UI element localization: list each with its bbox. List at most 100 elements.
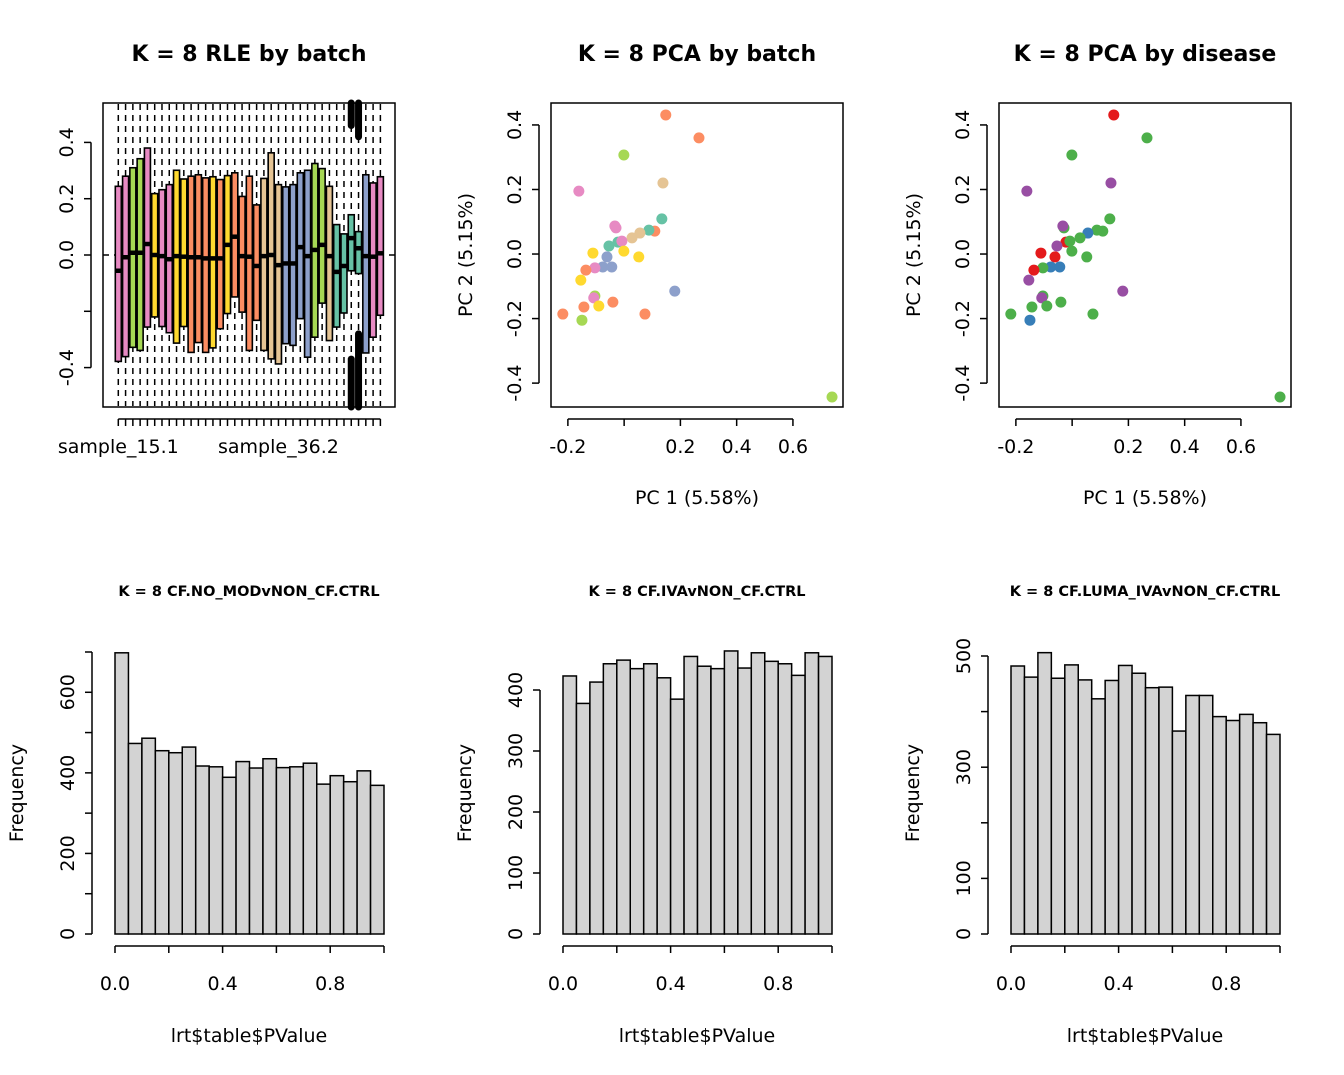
data-point xyxy=(1026,301,1038,313)
data-point xyxy=(1091,224,1103,236)
y-tick-label: 0.4 xyxy=(56,127,78,157)
data-point xyxy=(1104,213,1116,225)
histogram-bar xyxy=(302,762,318,935)
data-point xyxy=(557,308,569,320)
data-point xyxy=(633,251,645,263)
histogram-bar xyxy=(804,652,820,935)
histogram-bar xyxy=(1064,664,1080,935)
data-point xyxy=(1028,264,1040,276)
histogram-bar xyxy=(289,766,305,935)
data-point xyxy=(575,274,587,286)
histogram-bar xyxy=(642,663,658,935)
box xyxy=(143,147,152,328)
histogram-bar xyxy=(1131,672,1147,935)
x-axis-label: PC 1 (5.58%) xyxy=(1083,487,1207,509)
plot-title: K = 8 CF.LUMA_IVAvNON_CF.CTRL xyxy=(1010,584,1280,600)
box xyxy=(129,166,137,349)
histogram-bar xyxy=(683,655,699,935)
box xyxy=(216,178,225,330)
data-point xyxy=(639,308,651,320)
data-point xyxy=(1064,235,1076,247)
histogram-bar xyxy=(562,675,578,935)
box xyxy=(376,175,385,317)
x-tick-label: 0.4 xyxy=(722,436,752,458)
histogram-bar xyxy=(1117,664,1133,935)
data-point xyxy=(1021,185,1033,197)
histogram-bar xyxy=(790,674,806,935)
box xyxy=(340,233,348,314)
data-point xyxy=(1074,232,1086,244)
data-point xyxy=(657,177,669,189)
histogram-bar xyxy=(127,742,143,935)
data-point xyxy=(593,300,605,312)
data-point xyxy=(618,149,630,161)
data-point xyxy=(1036,292,1048,304)
x-tick-label: 0.8 xyxy=(763,973,793,995)
y-tick-label: 0.0 xyxy=(56,240,78,270)
y-tick-label: 400 xyxy=(57,755,79,791)
pca-disease-panel: K = 8 PCA by disease -0.2 0.2 0.4 0.6 -0.4 -0.… xyxy=(903,42,1292,509)
x-axis-label: lrt$table$PValue xyxy=(1067,1025,1223,1047)
histogram-bar xyxy=(656,677,672,935)
x-tick-label: 0.0 xyxy=(996,973,1026,995)
histogram-bar xyxy=(329,774,345,935)
x-tick-label: -0.2 xyxy=(549,436,586,458)
data-point xyxy=(656,213,668,225)
y-tick-label: -0.4 xyxy=(504,365,526,402)
x-tick-label: 0.4 xyxy=(207,973,237,995)
plot-title: K = 8 PCA by disease xyxy=(1014,42,1277,67)
box xyxy=(303,169,312,358)
data-point xyxy=(669,285,681,297)
pvalue-histogram-panel: K = 8 CF.LUMA_IVAvNON_CF.CTRL 0.0 0.4 0.8 0 1… xyxy=(902,584,1281,1047)
y-tick-label: 300 xyxy=(953,749,975,785)
y-tick-label: 0.0 xyxy=(952,239,974,269)
histogram-bar xyxy=(1185,694,1201,935)
histogram-bar xyxy=(342,780,358,935)
histogram-bar xyxy=(737,667,753,935)
histogram-bar xyxy=(1037,651,1053,935)
histogram-bar xyxy=(141,737,157,935)
y-tick-label: 0.2 xyxy=(56,184,78,214)
data-point xyxy=(616,235,628,247)
y-tick-label: 0.4 xyxy=(504,110,526,140)
histogram-bar xyxy=(575,702,591,935)
histogram-bar xyxy=(1238,713,1254,935)
box xyxy=(187,175,195,354)
y-tick-label: -0.4 xyxy=(952,365,974,402)
y-axis-label: Frequency xyxy=(6,744,28,842)
histogram-bar xyxy=(114,652,130,935)
histogram-bar xyxy=(1077,679,1093,935)
data-point xyxy=(1057,220,1069,232)
box xyxy=(318,167,326,304)
y-axis-label: PC 2 (5.15%) xyxy=(455,193,477,317)
y-axis-label: Frequency xyxy=(454,744,476,842)
histogram-bar xyxy=(1252,721,1268,935)
histogram-bar xyxy=(710,667,726,935)
x-tick-label: 0.4 xyxy=(1103,973,1133,995)
pca-batch-panel: K = 8 PCA by batch -0.2 0.2 0.4 0.6 -0.4 -0.2 0… xyxy=(455,42,844,509)
box xyxy=(260,177,268,352)
histogram-bar xyxy=(1010,665,1026,935)
histogram-bar xyxy=(262,758,278,935)
histogram-bar xyxy=(154,749,170,935)
histogram-bar xyxy=(235,760,251,935)
x-axis-label: lrt$table$PValue xyxy=(619,1025,775,1047)
data-point xyxy=(1051,240,1063,252)
data-point xyxy=(1055,296,1067,308)
plot-frame xyxy=(998,102,1292,408)
histogram-bar xyxy=(616,659,631,935)
histogram-bar xyxy=(602,663,618,935)
data-point xyxy=(1049,251,1061,263)
histogram-bar xyxy=(817,655,833,935)
histogram-bar xyxy=(1144,686,1160,935)
x-tick-label: 0.4 xyxy=(1170,436,1200,458)
data-point xyxy=(1024,314,1036,326)
data-point xyxy=(693,132,705,144)
data-point xyxy=(1141,132,1153,144)
data-point xyxy=(606,261,618,273)
data-point xyxy=(1117,285,1129,297)
data-point xyxy=(587,247,599,259)
box xyxy=(245,175,254,352)
pvalue-histogram-panel: K = 8 CF.IVAvNON_CF.CTRL 0.0 0.4 0.8 0 100 200… xyxy=(454,584,833,1047)
box xyxy=(354,230,363,275)
